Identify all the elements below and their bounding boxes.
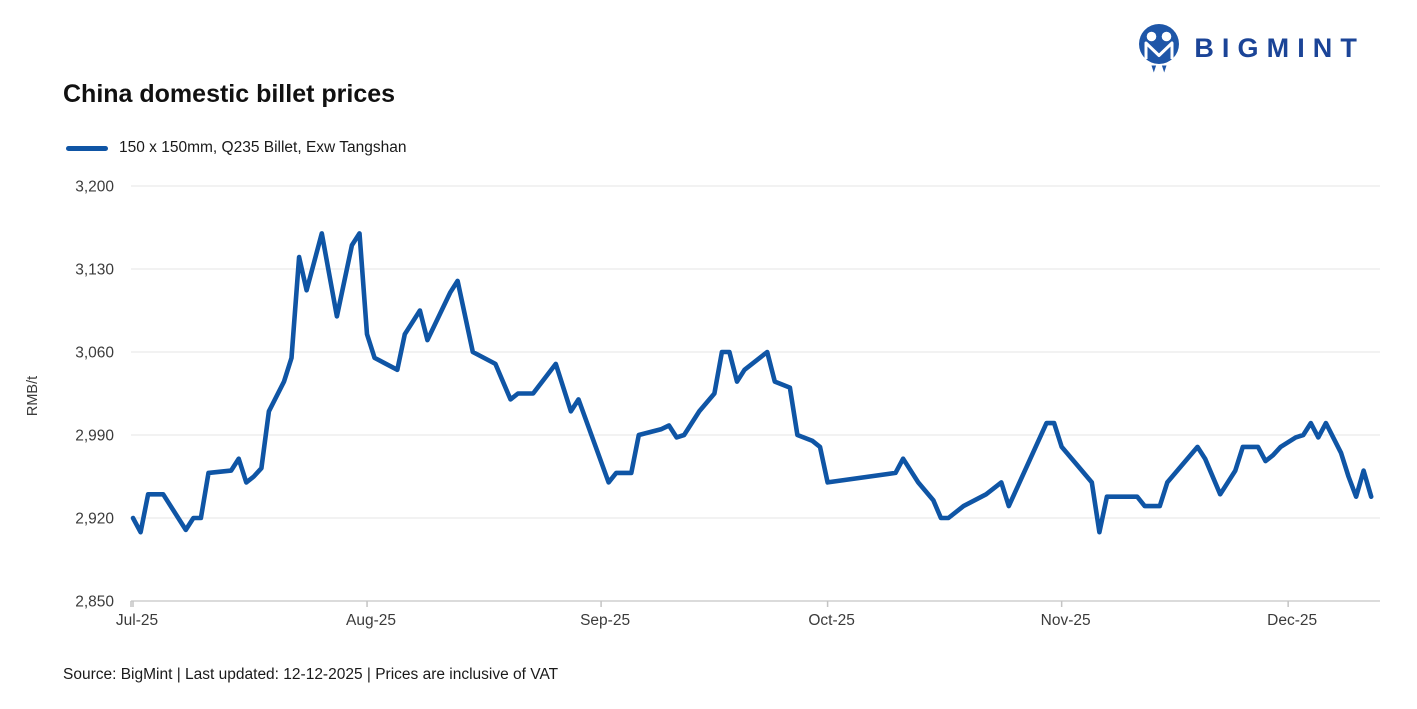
svg-text:Dec-25: Dec-25 [1267, 612, 1317, 629]
svg-text:3,060: 3,060 [75, 345, 114, 362]
x-axis-tick-labels: Jul-25 Aug-25 Sep-25 Oct-25 Nov-25 Dec-25 [116, 612, 1317, 629]
chart-legend: 150 x 150mm, Q235 Billet, Exw Tangshan [66, 139, 406, 157]
svg-text:Aug-25: Aug-25 [346, 612, 396, 629]
y-axis-title: RMB/t [25, 376, 41, 416]
svg-text:3,130: 3,130 [75, 262, 114, 279]
y-axis-tick-labels: 2,850 2,920 2,990 3,060 3,130 3,200 [75, 179, 114, 611]
svg-text:3,200: 3,200 [75, 179, 114, 196]
x-axis-ticks [130, 601, 1289, 607]
svg-text:Oct-25: Oct-25 [808, 612, 855, 629]
svg-text:2,850: 2,850 [75, 594, 114, 611]
svg-text:2,990: 2,990 [75, 428, 114, 445]
source-note: Source: BigMint | Last updated: 12-12-20… [63, 666, 559, 683]
svg-text:Sep-25: Sep-25 [580, 612, 630, 629]
bigmint-wordmark: BIGMINT [1194, 32, 1365, 63]
bigmint-logo-icon [1139, 24, 1180, 73]
page-title: China domestic billet prices [63, 80, 396, 108]
legend-line-swatch [66, 145, 108, 151]
bigmint-logo: BIGMINT [1136, 22, 1365, 74]
svg-text:2,920: 2,920 [75, 511, 114, 528]
price-line-series [130, 231, 1374, 535]
svg-text:Jul-25: Jul-25 [116, 612, 158, 629]
svg-text:Nov-25: Nov-25 [1041, 612, 1091, 629]
legend-series-label: 150 x 150mm, Q235 Billet, Exw Tangshan [119, 139, 407, 156]
